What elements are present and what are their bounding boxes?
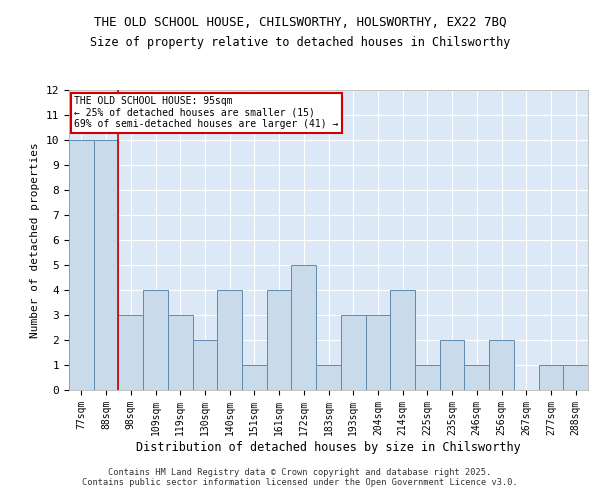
X-axis label: Distribution of detached houses by size in Chilsworthy: Distribution of detached houses by size …	[136, 440, 521, 454]
Bar	[563, 365, 588, 390]
Bar	[539, 365, 563, 390]
Bar	[193, 340, 217, 390]
Text: THE OLD SCHOOL HOUSE: 95sqm
← 25% of detached houses are smaller (15)
69% of sem: THE OLD SCHOOL HOUSE: 95sqm ← 25% of det…	[74, 96, 338, 129]
Text: Contains HM Land Registry data © Crown copyright and database right 2025.
Contai: Contains HM Land Registry data © Crown c…	[82, 468, 518, 487]
Bar	[267, 290, 292, 390]
Bar	[440, 340, 464, 390]
Text: THE OLD SCHOOL HOUSE, CHILSWORTHY, HOLSWORTHY, EX22 7BQ: THE OLD SCHOOL HOUSE, CHILSWORTHY, HOLSW…	[94, 16, 506, 29]
Bar	[341, 315, 365, 390]
Bar	[390, 290, 415, 390]
Bar	[143, 290, 168, 390]
Bar	[292, 265, 316, 390]
Bar	[94, 140, 118, 390]
Bar	[217, 290, 242, 390]
Bar	[168, 315, 193, 390]
Bar	[118, 315, 143, 390]
Bar	[464, 365, 489, 390]
Bar	[316, 365, 341, 390]
Text: Size of property relative to detached houses in Chilsworthy: Size of property relative to detached ho…	[90, 36, 510, 49]
Y-axis label: Number of detached properties: Number of detached properties	[30, 142, 40, 338]
Bar	[242, 365, 267, 390]
Bar	[69, 140, 94, 390]
Bar	[415, 365, 440, 390]
Bar	[365, 315, 390, 390]
Bar	[489, 340, 514, 390]
